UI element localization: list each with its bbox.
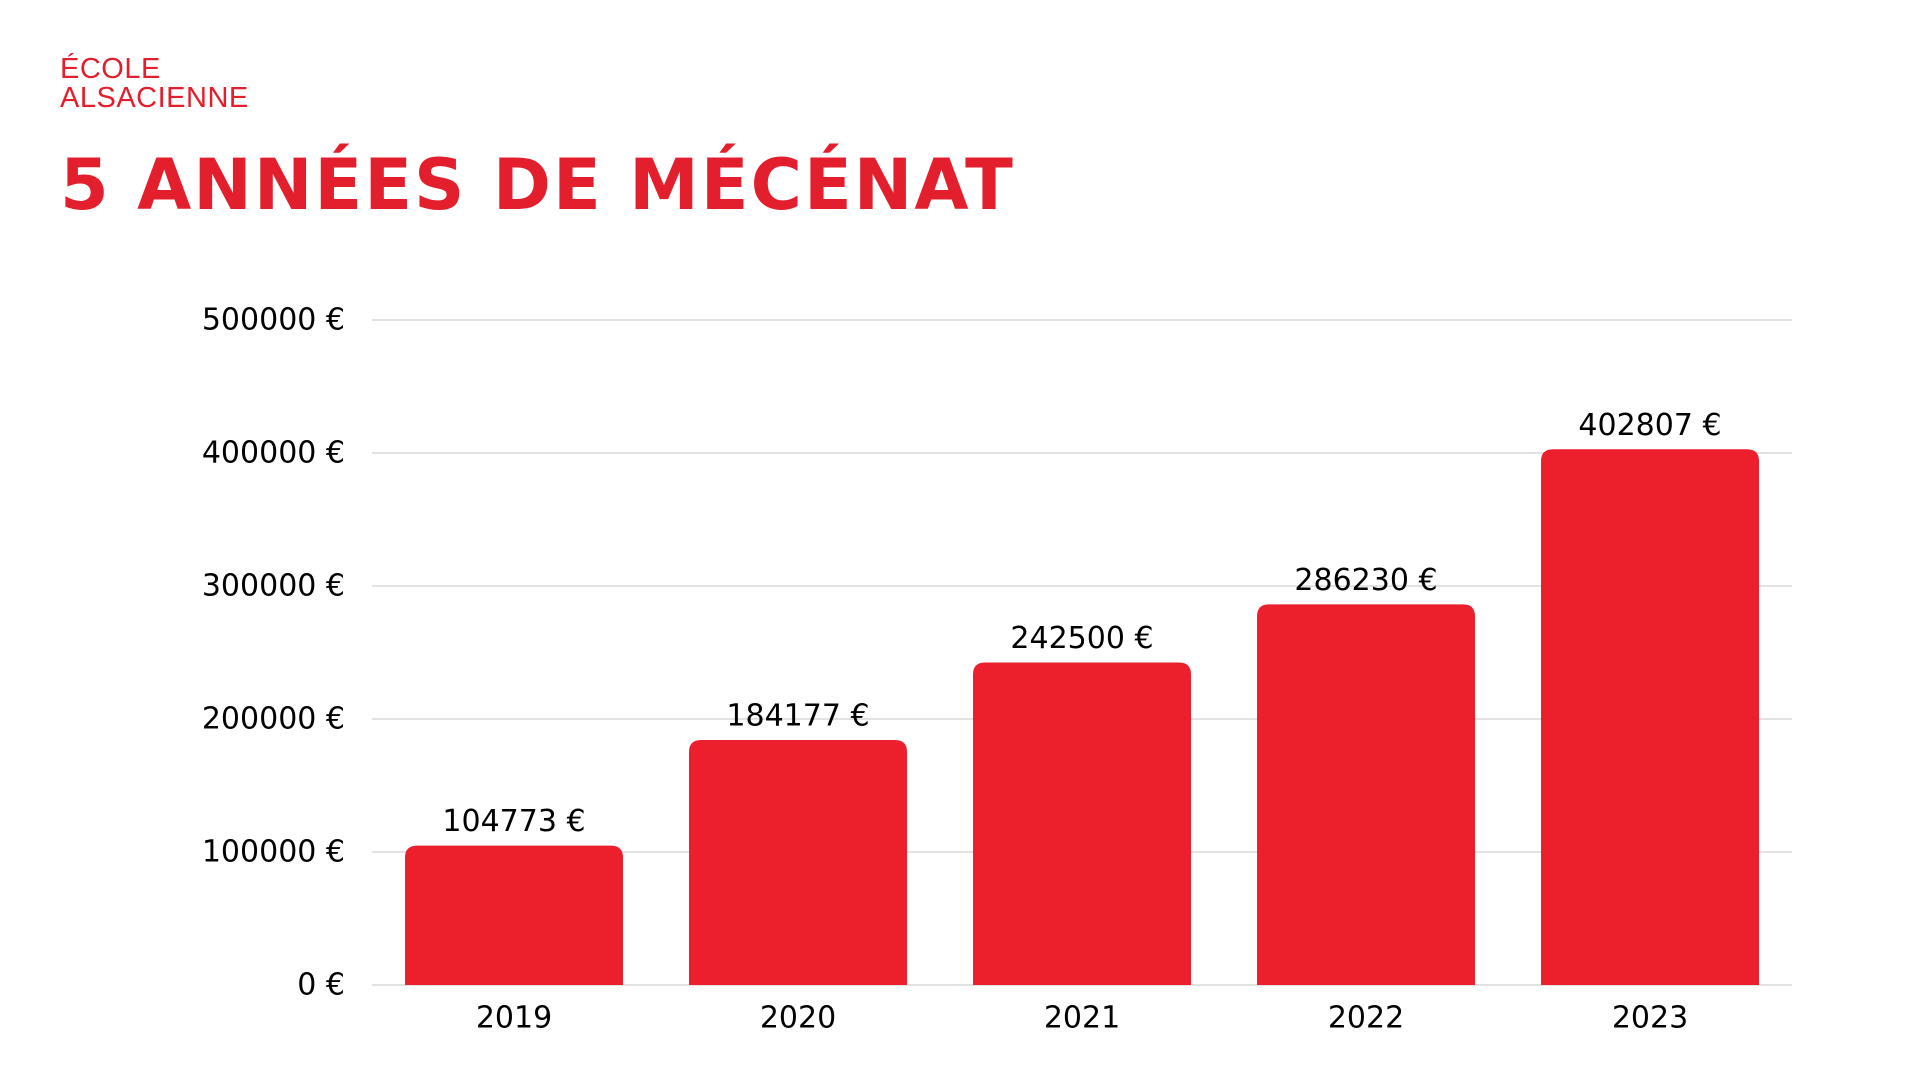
- bar-2019: [405, 845, 623, 985]
- x-tick-label: 2023: [1612, 1001, 1688, 1036]
- school-logo: ÉCOLE ALSACIENNE: [60, 55, 249, 113]
- data-label-2019: 104773 €: [442, 804, 585, 839]
- y-tick-label: 200000 €: [202, 702, 345, 737]
- logo-line-1: ÉCOLE: [60, 53, 161, 85]
- data-label-2023: 402807 €: [1578, 408, 1721, 443]
- bar-2023: [1541, 449, 1759, 985]
- bars: [405, 449, 1759, 985]
- x-tick-label: 2019: [476, 1001, 552, 1036]
- data-label-2021: 242500 €: [1010, 621, 1153, 656]
- logo-line-2: ALSACIENNE: [60, 82, 249, 114]
- y-tick-label: 0 €: [297, 968, 345, 1003]
- bar-2021: [973, 662, 1191, 985]
- data-label-2020: 184177 €: [726, 699, 869, 734]
- data-label-2022: 286230 €: [1294, 563, 1437, 598]
- y-tick-label: 500000 €: [202, 303, 345, 338]
- y-tick-label: 100000 €: [202, 835, 345, 870]
- x-tick-label: 2020: [760, 1001, 836, 1036]
- bar-2022: [1257, 604, 1475, 985]
- data-labels: 104773 € 184177 € 242500 € 286230 € 402807 €: [442, 408, 1721, 839]
- y-tick-label: 300000 €: [202, 569, 345, 604]
- x-tick-label: 2022: [1328, 1001, 1404, 1036]
- y-tick-label: 400000 €: [202, 436, 345, 471]
- x-axis-ticks: 2019 2020 2021 2022 2023: [476, 1001, 1688, 1036]
- x-tick-label: 2021: [1044, 1001, 1120, 1036]
- y-axis-ticks: 0 € 100000 € 200000 € 300000 € 400000 € 50000…: [202, 303, 345, 1003]
- page-title: 5 ANNÉES DE MÉCÉNAT: [60, 144, 1015, 226]
- bar-2020: [689, 740, 907, 985]
